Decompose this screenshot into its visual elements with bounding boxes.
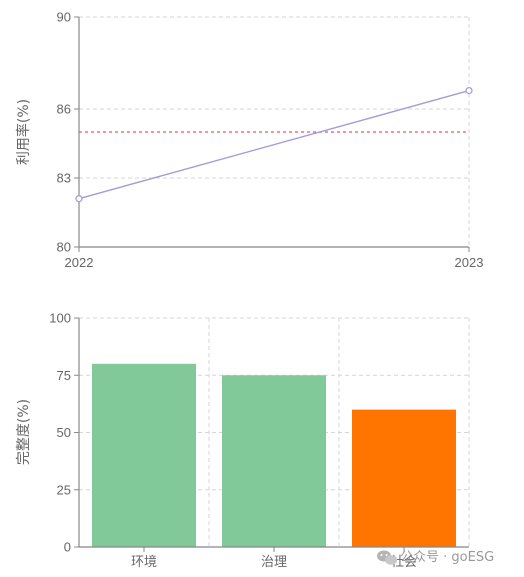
line-chart-y-axis-label: 利用率(%) [15, 99, 32, 165]
watermark: 公众号 · goESG [377, 550, 494, 565]
data-point-2022 [75, 195, 83, 203]
line-chart-ytick-label-86: 86 [57, 102, 71, 117]
bar-chart-ytick-label-100: 100 [49, 311, 71, 326]
bar-环境 [92, 363, 196, 547]
data-point-2023 [465, 86, 473, 95]
line-chart-ytick-label-83: 83 [57, 171, 71, 186]
bar-chart-y-axis-label: 完整度(%) [16, 399, 32, 465]
line-chart-tick-labels: 80 83 86 90 2022 2023 [57, 10, 484, 271]
bar-chart-tick-labels: 0 25 50 75 100 环境 治理 社会 [49, 311, 417, 570]
line-chart-xtick-label-2022: 2022 [65, 255, 94, 270]
line-chart-xtick-label-2023: 2023 [455, 255, 484, 270]
bar-chart-ytick-label-50: 50 [57, 425, 71, 440]
bar-治理 [222, 375, 326, 547]
line-chart-series [75, 86, 473, 203]
wechat-icon [377, 550, 397, 565]
bar-chart-ytick-label-0: 0 [64, 540, 71, 555]
bar-chart-xtick-label-治理: 治理 [261, 554, 287, 569]
line-chart-ytick-label-80: 80 [57, 240, 71, 255]
bar-社会 [352, 409, 456, 547]
bar-chart-xtick-label-社会: 社会 [391, 554, 417, 569]
series-line-0 [78, 89, 470, 200]
bar-chart-ytick-label-25: 25 [57, 482, 71, 497]
bar-chart: 0 25 50 75 100 环境 治理 社会 完整度(%) [16, 311, 470, 570]
line-chart: 80 83 86 90 2022 2023 利用率(%) [15, 10, 483, 271]
watermark-text: 公众号 · goESG [400, 550, 494, 565]
bar-chart-bars [92, 363, 456, 547]
bar-chart-xtick-label-环境: 环境 [131, 554, 157, 569]
bar-chart-ytick-label-75: 75 [57, 368, 71, 383]
line-chart-ytick-label-90: 90 [57, 10, 71, 25]
